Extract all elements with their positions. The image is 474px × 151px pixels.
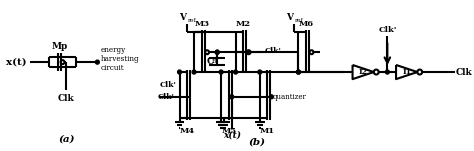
- Text: ref: ref: [188, 18, 197, 23]
- Text: B: B: [211, 59, 216, 64]
- Text: Clk: Clk: [58, 94, 75, 103]
- Text: M5: M5: [221, 127, 237, 135]
- Text: Clk: Clk: [456, 67, 473, 77]
- Text: Clk': Clk': [160, 81, 177, 89]
- Circle shape: [215, 50, 219, 54]
- Text: M6: M6: [299, 21, 314, 29]
- Polygon shape: [396, 65, 417, 79]
- Circle shape: [178, 70, 182, 74]
- Text: I2: I2: [359, 68, 368, 76]
- Circle shape: [296, 70, 301, 74]
- Circle shape: [269, 95, 273, 99]
- Circle shape: [234, 70, 237, 74]
- Circle shape: [296, 70, 301, 74]
- Text: ref: ref: [294, 18, 303, 23]
- Text: Clk': Clk': [158, 93, 175, 101]
- Text: V: V: [179, 13, 186, 22]
- Text: V: V: [286, 13, 292, 22]
- Text: I1: I1: [402, 68, 411, 76]
- Text: energy
harvesting
circuit: energy harvesting circuit: [100, 46, 139, 72]
- Text: Mp: Mp: [52, 42, 68, 51]
- Text: M4: M4: [180, 127, 195, 135]
- Text: x(t): x(t): [223, 131, 241, 140]
- Circle shape: [230, 95, 234, 99]
- Text: (b): (b): [248, 138, 265, 147]
- Text: quantizer: quantizer: [273, 93, 306, 101]
- Circle shape: [192, 70, 196, 74]
- Circle shape: [215, 50, 219, 54]
- Text: M1: M1: [260, 127, 275, 135]
- Circle shape: [95, 60, 99, 64]
- Text: C: C: [207, 57, 214, 66]
- Text: (a): (a): [58, 135, 75, 144]
- Text: M2: M2: [236, 21, 251, 29]
- Text: M3: M3: [194, 21, 209, 29]
- Circle shape: [258, 70, 262, 74]
- Circle shape: [385, 70, 389, 74]
- Text: x(t): x(t): [7, 58, 27, 67]
- Text: Clk': Clk': [264, 47, 282, 55]
- Text: Clk': Clk': [378, 26, 397, 34]
- Polygon shape: [353, 65, 374, 79]
- Circle shape: [219, 70, 223, 74]
